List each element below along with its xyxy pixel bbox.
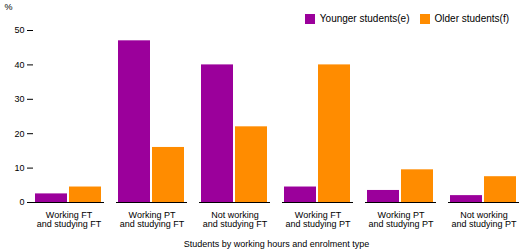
svg-text:Working PTand studying PT: Working PTand studying PT [368, 210, 434, 229]
svg-text:20: 20 [14, 129, 24, 139]
svg-text:40: 40 [14, 60, 24, 70]
svg-text:Not workingand studying PT: Not workingand studying PT [451, 210, 517, 229]
svg-text:Working FTand studying PT: Working FTand studying PT [285, 210, 351, 229]
svg-text:10: 10 [14, 163, 24, 173]
svg-text:%: % [5, 2, 13, 12]
svg-text:Not workingand studying FT: Not workingand studying FT [203, 210, 268, 229]
svg-text:Working PTand studying FT: Working PTand studying FT [120, 210, 185, 229]
svg-text:Students by working hours and: Students by working hours and enrolment … [184, 239, 370, 249]
svg-text:50: 50 [14, 25, 24, 35]
html-text:Younger students(e): Younger students(e) [319, 13, 410, 24]
html-text:Older students(f): Older students(f) [434, 13, 509, 24]
svg-text:30: 30 [14, 94, 24, 104]
svg-text:0: 0 [19, 197, 24, 207]
svg-text:Working FTand studying FT: Working FTand studying FT [37, 210, 102, 229]
